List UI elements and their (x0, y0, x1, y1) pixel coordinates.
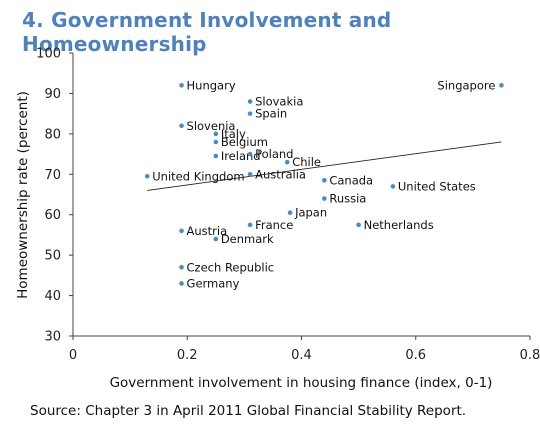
data-point (179, 228, 184, 234)
point-label: Russia (329, 192, 366, 206)
y-tick-label: 70 (44, 168, 61, 183)
point-label: Slovakia (255, 95, 303, 109)
y-tick-label: 50 (44, 249, 61, 264)
point-label: United States (398, 179, 476, 193)
data-point (213, 153, 219, 159)
point-label: Germany (187, 276, 240, 290)
data-point (179, 123, 184, 129)
point-label: Chile (292, 155, 321, 169)
data-point (287, 210, 293, 215)
data-point (322, 178, 327, 183)
data-point (390, 184, 396, 189)
point-label: Spain (255, 107, 287, 121)
point-label: Japan (294, 206, 327, 220)
data-point (284, 159, 290, 165)
x-axis-label: Government involvement in housing financ… (110, 375, 493, 391)
data-point (213, 236, 219, 242)
data-point (179, 83, 184, 88)
y-tick-label: 30 (44, 330, 61, 345)
x-tick-label: 0.8 (520, 348, 540, 363)
chart-title: 4. Government Involvement and Homeowners… (22, 8, 392, 56)
data-point (144, 174, 150, 179)
trendline (147, 141, 502, 191)
point-label: United Kingdom (152, 169, 244, 183)
point-label: Slovenia (187, 119, 236, 133)
y-axis-label: Homeownership rate (percent) (15, 91, 31, 299)
point-label: Singapore (437, 78, 495, 92)
y-tick-label: 100 (36, 47, 61, 62)
point-label: Italy (221, 127, 246, 141)
point-label: Denmark (221, 232, 274, 246)
data-point (247, 171, 253, 177)
data-point (499, 83, 504, 88)
point-label: Poland (255, 147, 293, 161)
trendline-group (147, 141, 502, 191)
y-tick-label: 80 (44, 127, 61, 142)
data-point (213, 139, 219, 145)
point-label: Czech Republic (187, 260, 275, 274)
x-tick-label: 0 (69, 348, 77, 363)
point-label: France (255, 218, 293, 232)
data-point (322, 196, 327, 201)
point-label: Hungary (187, 78, 236, 92)
x-tick-label: 0.6 (405, 348, 426, 363)
data-point (247, 111, 253, 116)
point-label: Canada (329, 173, 373, 187)
data-point (247, 99, 253, 104)
source-note: Source: Chapter 3 in April 2011 Global F… (30, 403, 467, 419)
data-point (356, 222, 361, 228)
x-tick-label: 0.4 (291, 348, 312, 363)
y-tick-label: 60 (44, 208, 61, 223)
y-tick-label: 40 (44, 289, 61, 304)
x-tick-label: 0.2 (177, 348, 198, 363)
data-point (179, 281, 184, 286)
data-point (247, 222, 253, 228)
data-point (179, 264, 184, 270)
axes: 30 40 50 60 70 80 90 100 0 0.2 0.4 0.6 0.8 (36, 47, 540, 364)
point-label: Austria (187, 224, 228, 238)
data-point (247, 151, 253, 157)
point-label: Netherlands (364, 218, 434, 232)
y-tick-label: 90 (44, 87, 61, 102)
point-label: Belgium (221, 135, 268, 149)
data-point (213, 131, 219, 137)
point-label: Australia (255, 167, 306, 181)
